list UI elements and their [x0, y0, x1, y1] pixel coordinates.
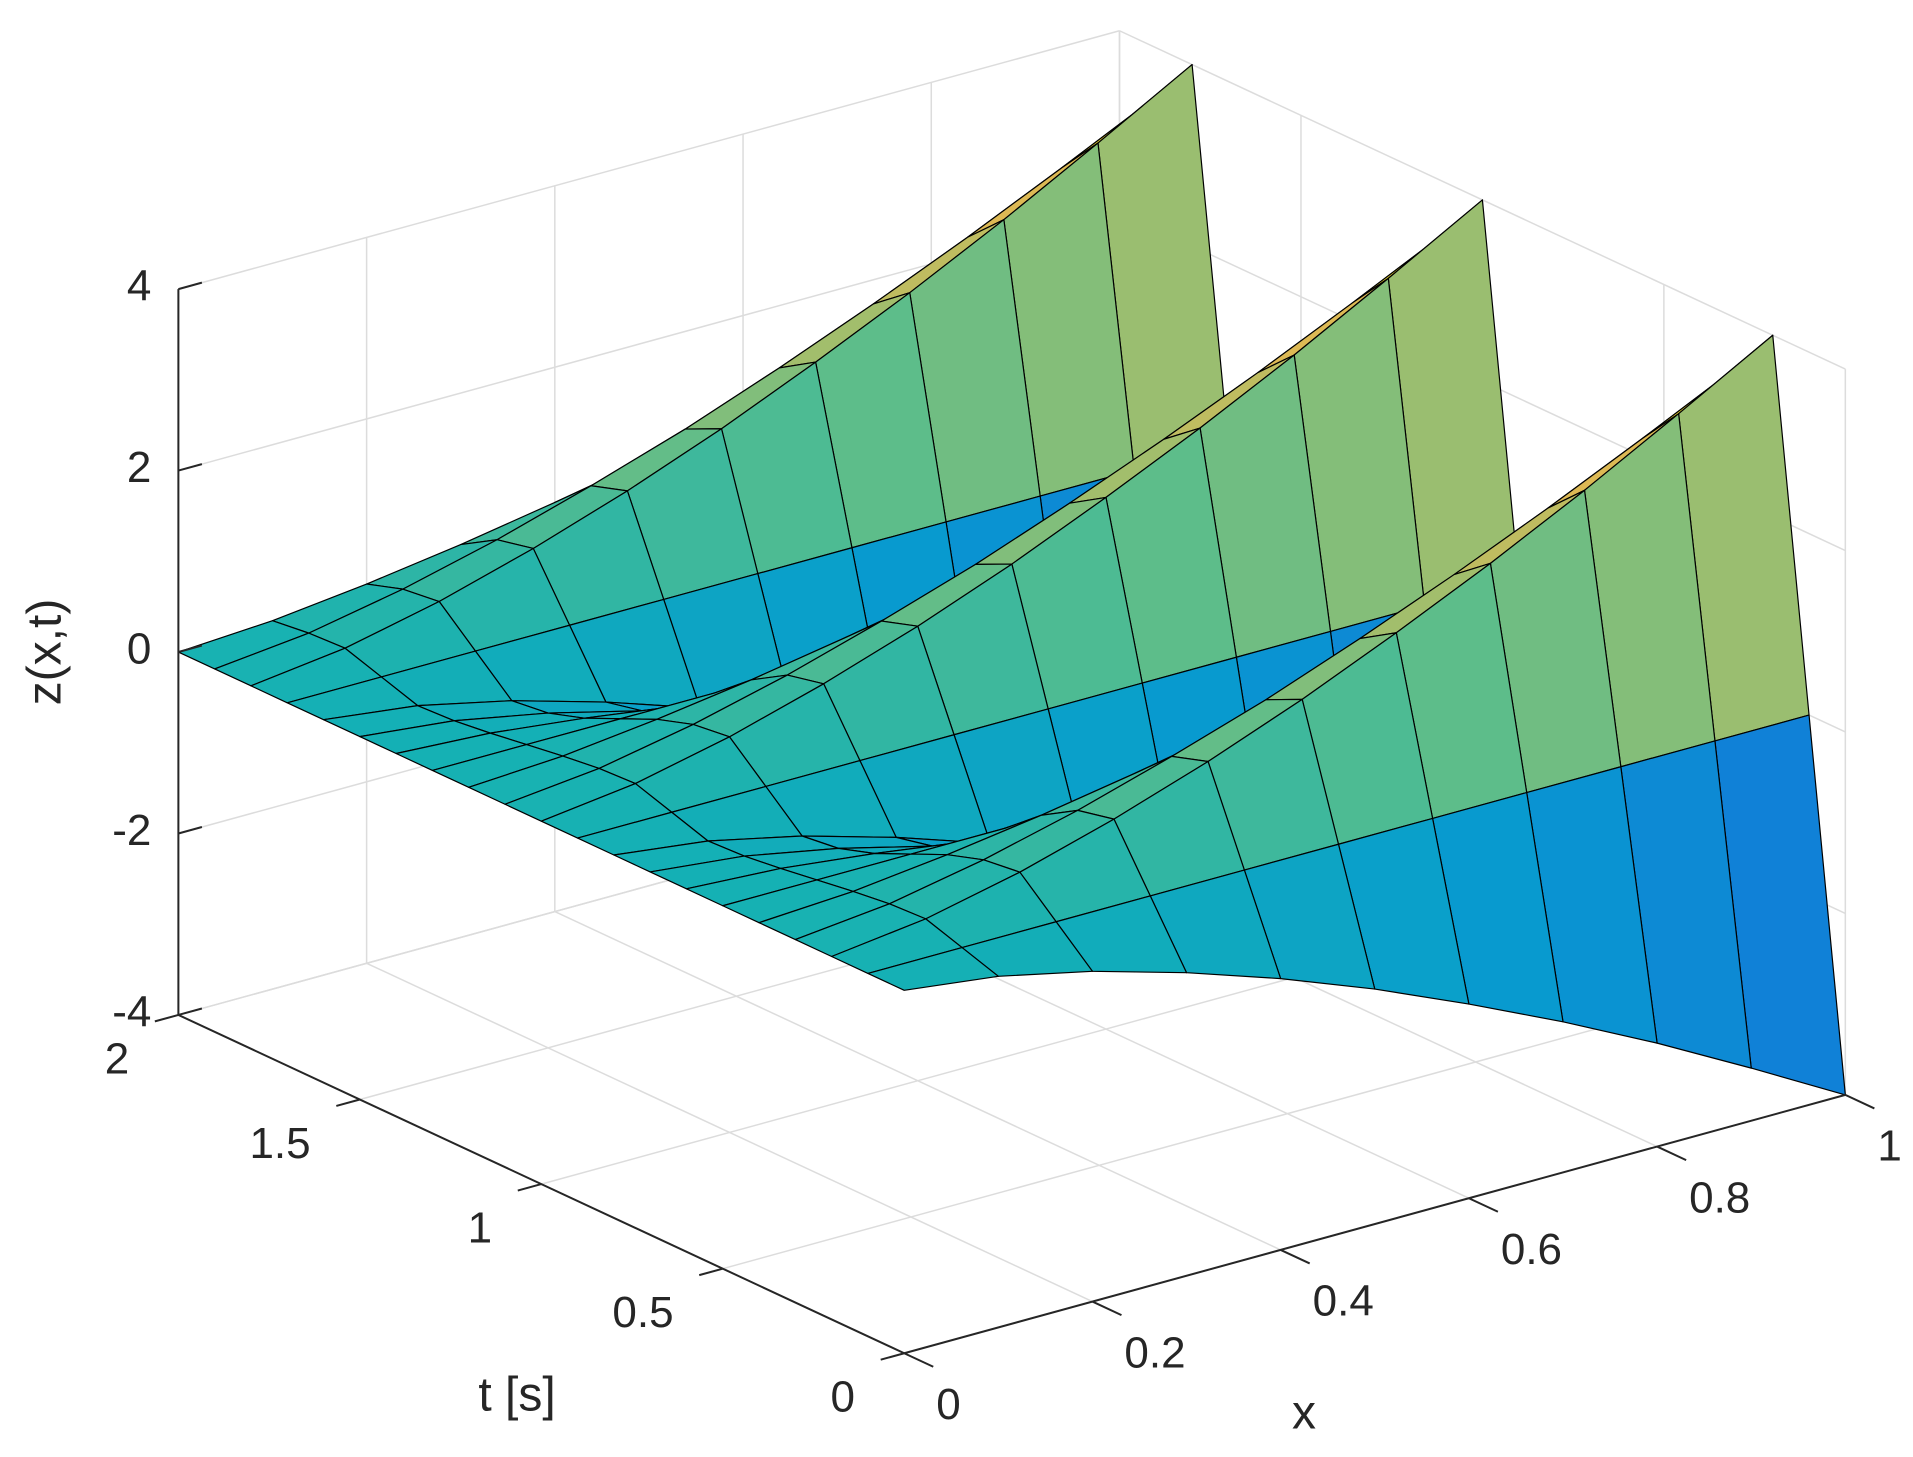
x-tick-label: 0.2 [1124, 1328, 1185, 1377]
t-tick [517, 1183, 542, 1192]
x-tick [1844, 1093, 1875, 1110]
surface-patch [867, 946, 999, 991]
z-tick [178, 1007, 203, 1016]
t-axis-label: t [s] [478, 1369, 555, 1422]
x-tick [903, 1352, 934, 1368]
z-axis-label: z(x,t) [19, 599, 72, 706]
x-axis-label: x [1292, 1387, 1316, 1440]
t-tick [154, 1013, 179, 1023]
t-tick-label: 1 [468, 1203, 492, 1252]
x-tick [1280, 1249, 1311, 1265]
t-tick [336, 1098, 361, 1107]
z-tick-label: -2 [112, 806, 151, 855]
z-tick [178, 281, 203, 291]
x-tick [1656, 1145, 1687, 1162]
x-tick [1468, 1197, 1499, 1213]
grid-line [178, 30, 1120, 290]
x-tick-label: 0.4 [1313, 1277, 1374, 1326]
t-tick-label: 0.5 [612, 1288, 673, 1337]
z-tick-label: -4 [112, 988, 151, 1037]
x-tick-label: 0.8 [1689, 1173, 1750, 1222]
t-tick-label: 0 [831, 1373, 855, 1422]
x-tick-label: 0.6 [1501, 1225, 1562, 1274]
grid-line [722, 1009, 1665, 1270]
z-tick-label: 2 [127, 443, 151, 492]
x-axis [903, 1093, 1846, 1355]
z-tick [178, 826, 203, 835]
surface [177, 63, 1846, 1096]
t-tick-label: 2 [105, 1034, 129, 1083]
x-tick [1092, 1300, 1122, 1317]
x-tick-label: 0 [936, 1380, 960, 1429]
z-tick-label: 4 [127, 262, 151, 311]
axes: -4 -2 0 2 4 0 0.5 1 1.5 2 0 0.2 0.4 0.6 0.8 1 [105, 262, 1902, 1429]
z-tick-label: 0 [127, 625, 151, 674]
t-tick [880, 1352, 905, 1361]
t-axis [177, 1014, 905, 1355]
t-tick [698, 1267, 724, 1277]
x-tick-label: 1 [1877, 1122, 1901, 1171]
z-tick [178, 644, 203, 653]
z-tick [178, 463, 203, 472]
t-tick-label: 1.5 [249, 1119, 310, 1168]
